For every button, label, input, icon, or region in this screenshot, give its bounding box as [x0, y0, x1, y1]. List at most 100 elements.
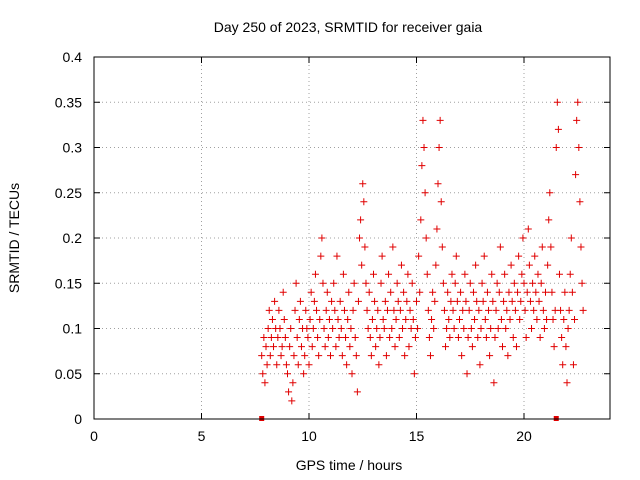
data-point [307, 288, 315, 296]
data-point [439, 279, 447, 287]
data-point [447, 297, 455, 305]
data-point [397, 261, 405, 269]
data-point [383, 306, 391, 314]
data-point [429, 288, 437, 296]
data-point [507, 261, 515, 269]
data-point [539, 306, 547, 314]
data-point [425, 334, 433, 342]
data-point [431, 297, 439, 305]
data-point [572, 171, 580, 179]
y-axis-label: SRMTID / TECUs [6, 183, 22, 293]
data-point [463, 370, 471, 378]
data-point [334, 315, 342, 323]
data-point [260, 334, 268, 342]
data-point [348, 370, 356, 378]
data-point [506, 315, 514, 323]
data-point [264, 325, 272, 332]
data-point [423, 270, 431, 278]
data-point [321, 343, 329, 351]
data-point [446, 334, 454, 342]
data-point [421, 189, 429, 197]
data-point [349, 306, 357, 314]
data-point [388, 325, 396, 332]
data-point [566, 270, 574, 278]
data-point [261, 379, 269, 387]
data-point [489, 297, 497, 305]
y-tick-label: 0.4 [63, 49, 83, 65]
data-point [375, 361, 383, 369]
data-point [430, 325, 438, 332]
data-point [294, 361, 302, 369]
data-point [410, 370, 418, 378]
data-point [437, 198, 445, 206]
data-point [286, 343, 294, 351]
data-point [473, 297, 481, 305]
data-point [485, 306, 493, 314]
data-point [367, 352, 375, 360]
data-point [472, 261, 480, 269]
data-point [301, 352, 309, 360]
data-point [440, 306, 448, 314]
data-point [476, 361, 484, 369]
data-point [529, 279, 537, 287]
data-point [479, 297, 487, 305]
data-point [512, 343, 520, 351]
data-point [567, 234, 575, 242]
data-point [573, 116, 581, 124]
data-point [544, 261, 552, 269]
data-point [435, 144, 443, 151]
data-point [356, 234, 364, 242]
data-point [378, 252, 386, 260]
data-point [333, 252, 341, 260]
data-point [508, 297, 516, 305]
data-point [426, 352, 434, 360]
data-point [373, 325, 381, 332]
data-point [273, 361, 281, 369]
data-point [482, 334, 490, 342]
data-point [305, 361, 313, 369]
data-point [302, 306, 310, 314]
data-point [458, 352, 466, 360]
data-point [562, 343, 570, 351]
data-point [319, 279, 327, 287]
data-point [285, 388, 293, 396]
data-point [554, 125, 562, 133]
data-point [469, 288, 477, 296]
data-point [271, 297, 279, 305]
data-point [405, 343, 413, 351]
data-point [381, 297, 389, 305]
data-point [424, 306, 432, 314]
data-point [461, 270, 469, 278]
data-point [325, 315, 333, 323]
data-point [535, 297, 543, 305]
data-point [552, 144, 560, 151]
data-point [531, 252, 539, 260]
data-point [265, 306, 273, 314]
data-point [491, 334, 499, 342]
data-point [449, 306, 457, 314]
x-tick-label: 0 [90, 428, 98, 444]
data-point [537, 279, 545, 287]
data-point [390, 306, 398, 314]
data-point [278, 343, 286, 351]
data-point [280, 315, 288, 323]
data-point [418, 162, 426, 170]
data-point [328, 297, 336, 305]
data-point [263, 361, 271, 369]
data-point [451, 279, 459, 287]
data-point [422, 234, 430, 242]
data-point [560, 315, 568, 323]
data-point [329, 325, 337, 332]
data-point [394, 297, 402, 305]
data-point [374, 306, 382, 314]
data-point [327, 352, 334, 360]
x-tick-label: 5 [198, 428, 206, 444]
data-point [525, 261, 533, 269]
data-point [549, 315, 557, 323]
data-point [543, 315, 551, 323]
data-point [401, 352, 409, 360]
data-point [433, 225, 441, 233]
data-point [528, 325, 536, 332]
x-axis-label: GPS time / hours [296, 457, 403, 473]
